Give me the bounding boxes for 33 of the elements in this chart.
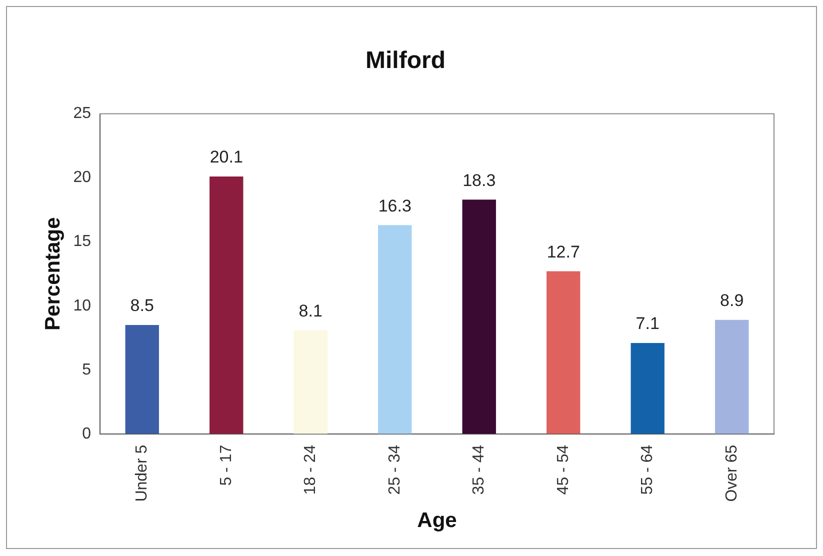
data-label: 7.1 xyxy=(636,314,660,334)
y-tick-label: 10 xyxy=(73,297,92,314)
data-label: 8.5 xyxy=(130,296,154,316)
x-tick-label: 35 - 44 xyxy=(470,444,488,495)
data-label: 8.1 xyxy=(298,301,322,320)
bar xyxy=(462,200,496,434)
x-tick-label: 5 - 17 xyxy=(218,444,235,486)
data-label: 8.9 xyxy=(720,291,744,310)
y-tick-label: 15 xyxy=(73,233,92,250)
x-tick-label: 18 - 24 xyxy=(302,444,320,495)
data-label: 18.3 xyxy=(462,170,496,190)
x-tick-label: Under 5 xyxy=(134,444,151,502)
bar xyxy=(125,325,159,434)
data-label: 20.1 xyxy=(210,148,243,167)
y-tick-label: 20 xyxy=(73,169,92,186)
x-tick-label: 55 - 64 xyxy=(639,444,656,495)
x-tick-label: Over 65 xyxy=(723,444,740,502)
bar xyxy=(715,320,749,434)
bar xyxy=(630,342,664,434)
y-tick-label: 5 xyxy=(82,361,92,378)
x-tick-label: 45 - 54 xyxy=(554,444,572,495)
y-tick-label: 25 xyxy=(73,105,92,122)
bar xyxy=(546,271,580,434)
data-label: 12.7 xyxy=(546,242,580,262)
x-axis-title: Age xyxy=(417,509,457,532)
chart-title: Milford xyxy=(366,47,446,74)
bar xyxy=(378,225,412,434)
x-tick-label: 25 - 34 xyxy=(386,444,404,495)
data-label: 16.3 xyxy=(378,196,412,216)
y-axis-title: Percentage xyxy=(41,217,64,330)
y-tick-label: 0 xyxy=(82,425,92,442)
bar xyxy=(210,176,244,434)
bar xyxy=(294,330,328,434)
